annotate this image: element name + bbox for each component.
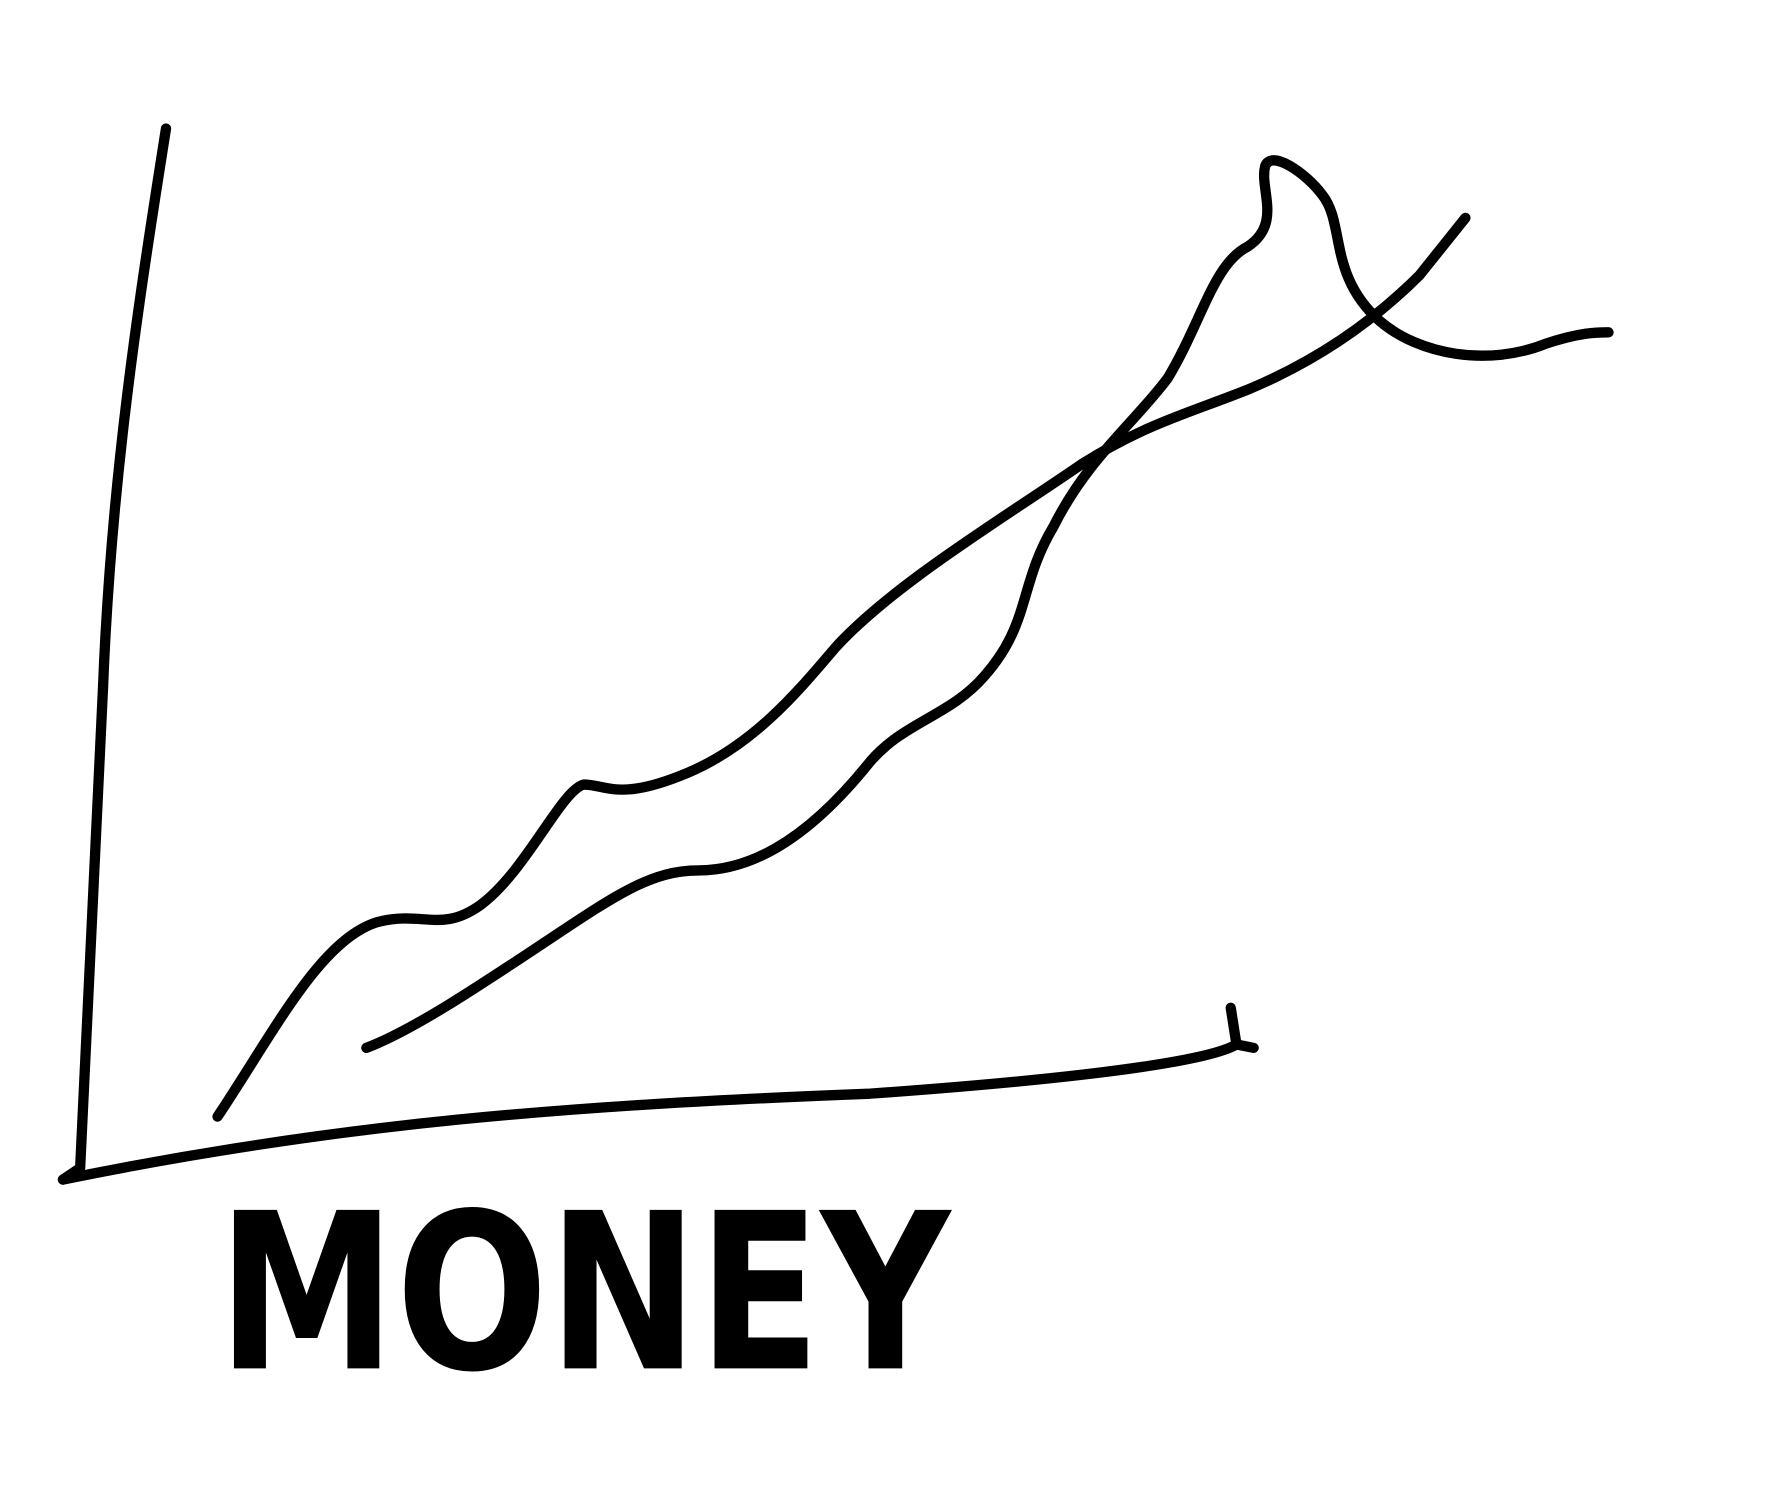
x-axis-label: MONEY xyxy=(218,1167,953,1420)
y-axis xyxy=(57,123,172,1185)
sketch-line xyxy=(212,212,1471,1122)
x-axis-tick xyxy=(1225,1002,1242,1050)
x-axis xyxy=(57,1039,1259,1185)
sketch-line xyxy=(361,155,1614,1054)
